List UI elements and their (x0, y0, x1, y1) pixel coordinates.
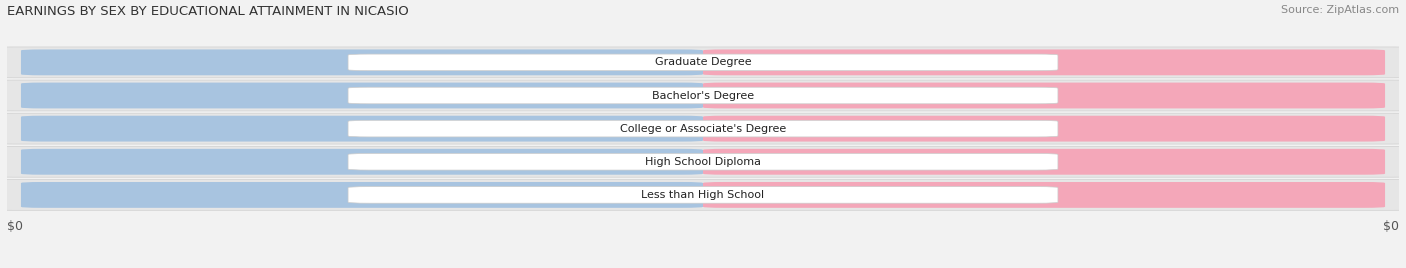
Text: EARNINGS BY SEX BY EDUCATIONAL ATTAINMENT IN NICASIO: EARNINGS BY SEX BY EDUCATIONAL ATTAINMEN… (7, 5, 409, 18)
FancyBboxPatch shape (0, 113, 1406, 144)
Text: $0: $0 (7, 220, 22, 233)
Text: $0: $0 (758, 190, 773, 200)
Text: $0: $0 (633, 57, 648, 67)
Text: $0: $0 (758, 91, 773, 100)
Text: $0: $0 (633, 157, 648, 167)
FancyBboxPatch shape (703, 50, 1385, 75)
FancyBboxPatch shape (0, 47, 1406, 78)
FancyBboxPatch shape (703, 83, 1385, 109)
FancyBboxPatch shape (349, 87, 1057, 104)
Text: High School Diploma: High School Diploma (645, 157, 761, 167)
FancyBboxPatch shape (21, 83, 703, 109)
Text: Bachelor's Degree: Bachelor's Degree (652, 91, 754, 100)
FancyBboxPatch shape (0, 146, 1406, 177)
FancyBboxPatch shape (349, 187, 1057, 203)
Text: College or Associate's Degree: College or Associate's Degree (620, 124, 786, 134)
Text: $0: $0 (758, 124, 773, 134)
Text: Less than High School: Less than High School (641, 190, 765, 200)
FancyBboxPatch shape (21, 149, 703, 175)
Text: Source: ZipAtlas.com: Source: ZipAtlas.com (1281, 5, 1399, 15)
FancyBboxPatch shape (349, 120, 1057, 137)
Text: $0: $0 (758, 57, 773, 67)
FancyBboxPatch shape (349, 54, 1057, 71)
FancyBboxPatch shape (703, 182, 1385, 208)
FancyBboxPatch shape (349, 154, 1057, 170)
Text: $0: $0 (758, 157, 773, 167)
FancyBboxPatch shape (21, 116, 703, 142)
Text: $0: $0 (633, 124, 648, 134)
Text: $0: $0 (633, 91, 648, 100)
FancyBboxPatch shape (703, 149, 1385, 175)
FancyBboxPatch shape (21, 50, 703, 75)
Text: $0: $0 (633, 190, 648, 200)
FancyBboxPatch shape (21, 182, 703, 208)
FancyBboxPatch shape (703, 116, 1385, 142)
FancyBboxPatch shape (0, 80, 1406, 111)
FancyBboxPatch shape (0, 180, 1406, 210)
Text: $0: $0 (1384, 220, 1399, 233)
Text: Graduate Degree: Graduate Degree (655, 57, 751, 67)
